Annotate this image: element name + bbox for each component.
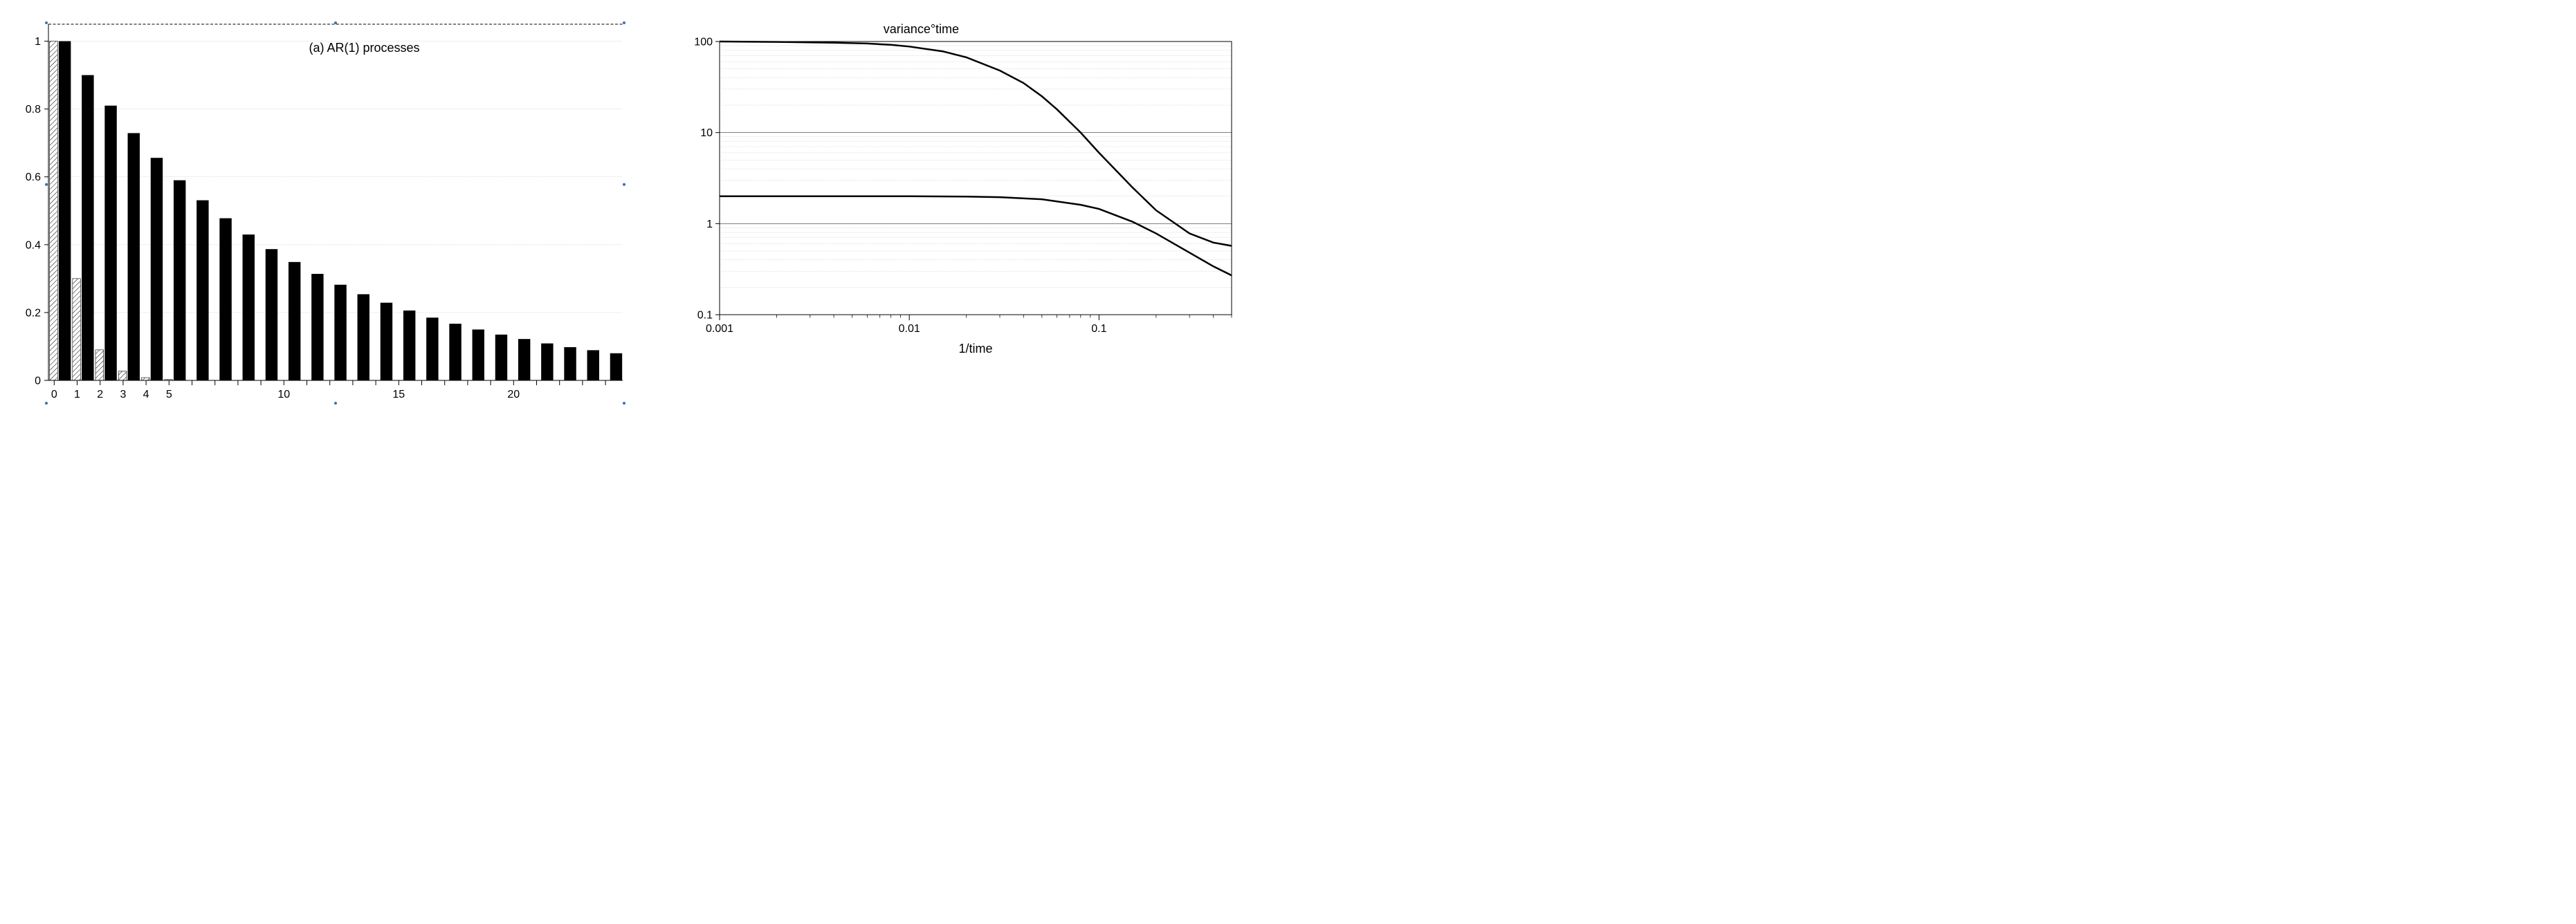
- accent-dot: [623, 402, 625, 405]
- x-tick-label: 0.01: [899, 323, 920, 335]
- chart-container: 0 1 2 3 4 5 10 15 20 0 0.2 0.4 0.6 0.8 1 (a) AR(1) proc…: [14, 14, 2562, 422]
- right-panel: 0.001 0.01 0.1 0.1 1 10 100 variance°time 1/time: [671, 14, 1239, 370]
- x-tick-label: 1: [74, 389, 80, 400]
- x-tick-label: 20: [507, 389, 520, 400]
- y-tick-label: 0: [35, 376, 41, 387]
- y-tick-label: 0.1: [697, 310, 713, 322]
- x-tick-label: 3: [120, 389, 126, 400]
- x-tick-label: 0.1: [1091, 323, 1106, 335]
- y-tick-label: 100: [694, 37, 713, 48]
- accent-dot: [45, 183, 48, 186]
- y-tick-label: 0.8: [26, 104, 41, 115]
- x-axis-label: 1/time: [958, 342, 992, 355]
- y-tick-label: 10: [700, 127, 713, 139]
- x-tick-label: 15: [392, 389, 405, 400]
- x-tick-label: 10: [277, 389, 290, 400]
- accent-dot: [334, 402, 337, 405]
- y-tick-label: 0.6: [26, 172, 41, 183]
- accent-dot: [623, 183, 625, 186]
- accent-dot: [45, 402, 48, 405]
- x-tick-label: 5: [166, 389, 172, 400]
- y-tick-label: 0.2: [26, 307, 41, 319]
- left-chart: 0 1 2 3 4 5 10 15 20 0 0.2 0.4 0.6 0.8 1 (a) AR(1) proc…: [14, 14, 630, 422]
- y-tick-label: 1: [35, 36, 41, 48]
- x-tick-label: 2: [97, 389, 103, 400]
- left-panel: 0 1 2 3 4 5 10 15 20 0 0.2 0.4 0.6 0.8 1 (a) AR(1) proc…: [14, 14, 630, 422]
- y-tick-label: 1: [706, 219, 713, 230]
- chart-title: (a) AR(1) processes: [309, 41, 419, 55]
- y-axis-label: variance°time: [884, 22, 959, 36]
- y-tick-label: 0.4: [26, 239, 41, 251]
- x-tick-label: 0.001: [706, 323, 733, 335]
- accent-dot: [334, 21, 337, 24]
- right-chart: 0.001 0.01 0.1 0.1 1 10 100 variance°time 1/time: [671, 14, 1239, 370]
- accent-dot: [45, 21, 48, 24]
- x-tick-label: 0: [51, 389, 57, 400]
- accent-dot: [623, 21, 625, 24]
- x-tick-label: 4: [143, 389, 149, 400]
